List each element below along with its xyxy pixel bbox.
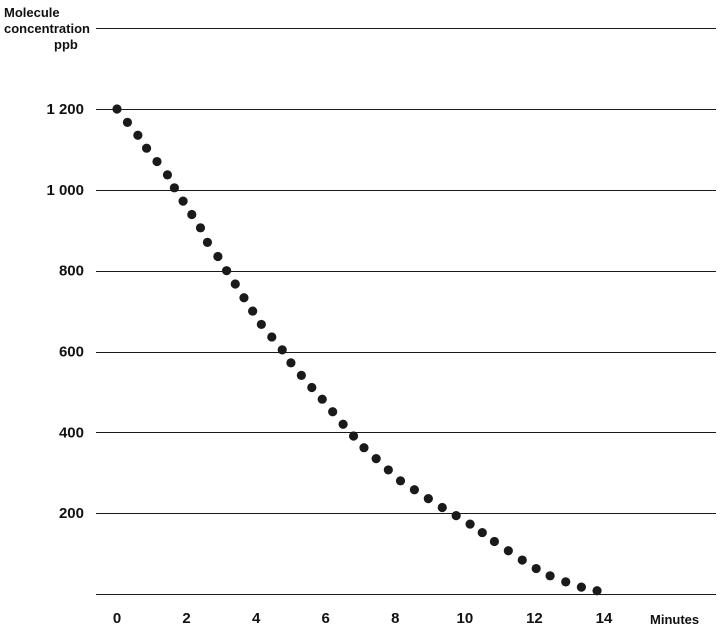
data-point <box>423 494 433 504</box>
y-tick-label-1200: 1 200 <box>46 101 84 118</box>
data-point <box>152 156 162 167</box>
x-tick-label-0: 0 <box>113 610 121 627</box>
data-point <box>592 586 602 596</box>
y-tick-labels: 200 400 600 800 1 000 1 200 <box>46 101 84 522</box>
data-point <box>328 407 338 417</box>
data-point <box>307 382 317 393</box>
data-point <box>169 183 179 193</box>
x-tick-label-10: 10 <box>457 610 474 627</box>
x-tick-labels: 0 2 4 6 8 10 12 14 <box>113 610 613 627</box>
data-point <box>230 279 240 289</box>
data-point <box>277 345 287 355</box>
x-axis-label: Minutes <box>650 612 699 627</box>
data-point <box>451 510 461 521</box>
data-point <box>178 196 188 206</box>
data-point <box>348 431 359 441</box>
x-tick-label-4: 4 <box>252 610 261 627</box>
data-point <box>256 319 266 330</box>
data-point <box>202 237 213 247</box>
gridlines <box>96 28 716 595</box>
y-tick-label-1000: 1 000 <box>46 182 84 199</box>
data-point <box>371 454 381 464</box>
data-point <box>465 519 475 529</box>
data-point <box>187 209 197 220</box>
data-point <box>122 117 133 127</box>
y-tick-label-400: 400 <box>59 424 84 441</box>
data-point <box>296 370 306 380</box>
data-point <box>141 143 152 153</box>
data-point <box>248 306 258 316</box>
y-axis-label-line-3: ppb <box>54 37 78 52</box>
y-tick-label-600: 600 <box>59 344 84 361</box>
data-point <box>545 571 555 581</box>
data-point <box>239 293 249 303</box>
y-axis-label-line-1: Molecule <box>4 5 60 20</box>
y-axis-label-line-2: concentration <box>4 21 90 36</box>
data-point <box>383 465 393 475</box>
data-point <box>338 419 348 429</box>
data-point <box>477 527 487 538</box>
data-point <box>489 536 500 547</box>
x-tick-label-12: 12 <box>526 610 543 627</box>
x-tick-label-6: 6 <box>322 610 330 627</box>
y-tick-label-800: 800 <box>59 263 84 280</box>
data-point <box>213 251 223 262</box>
data-point <box>221 266 232 276</box>
data-point <box>395 476 406 486</box>
data-point <box>317 394 327 404</box>
data-point <box>133 130 143 140</box>
data-point <box>517 555 527 565</box>
data-point <box>576 582 586 592</box>
data-point <box>267 332 277 342</box>
data-point <box>162 170 173 180</box>
data-point <box>286 358 296 368</box>
x-tick-label-14: 14 <box>596 610 613 627</box>
data-points <box>112 104 602 596</box>
data-point <box>503 546 513 556</box>
data-point <box>437 502 447 513</box>
data-point <box>409 485 420 495</box>
y-tick-label-200: 200 <box>59 505 84 522</box>
data-point <box>561 577 571 587</box>
data-point <box>359 443 369 453</box>
x-tick-label-8: 8 <box>391 610 399 627</box>
data-point <box>195 223 206 233</box>
data-point <box>531 563 541 574</box>
data-point <box>112 104 122 114</box>
x-tick-label-2: 2 <box>182 610 190 627</box>
